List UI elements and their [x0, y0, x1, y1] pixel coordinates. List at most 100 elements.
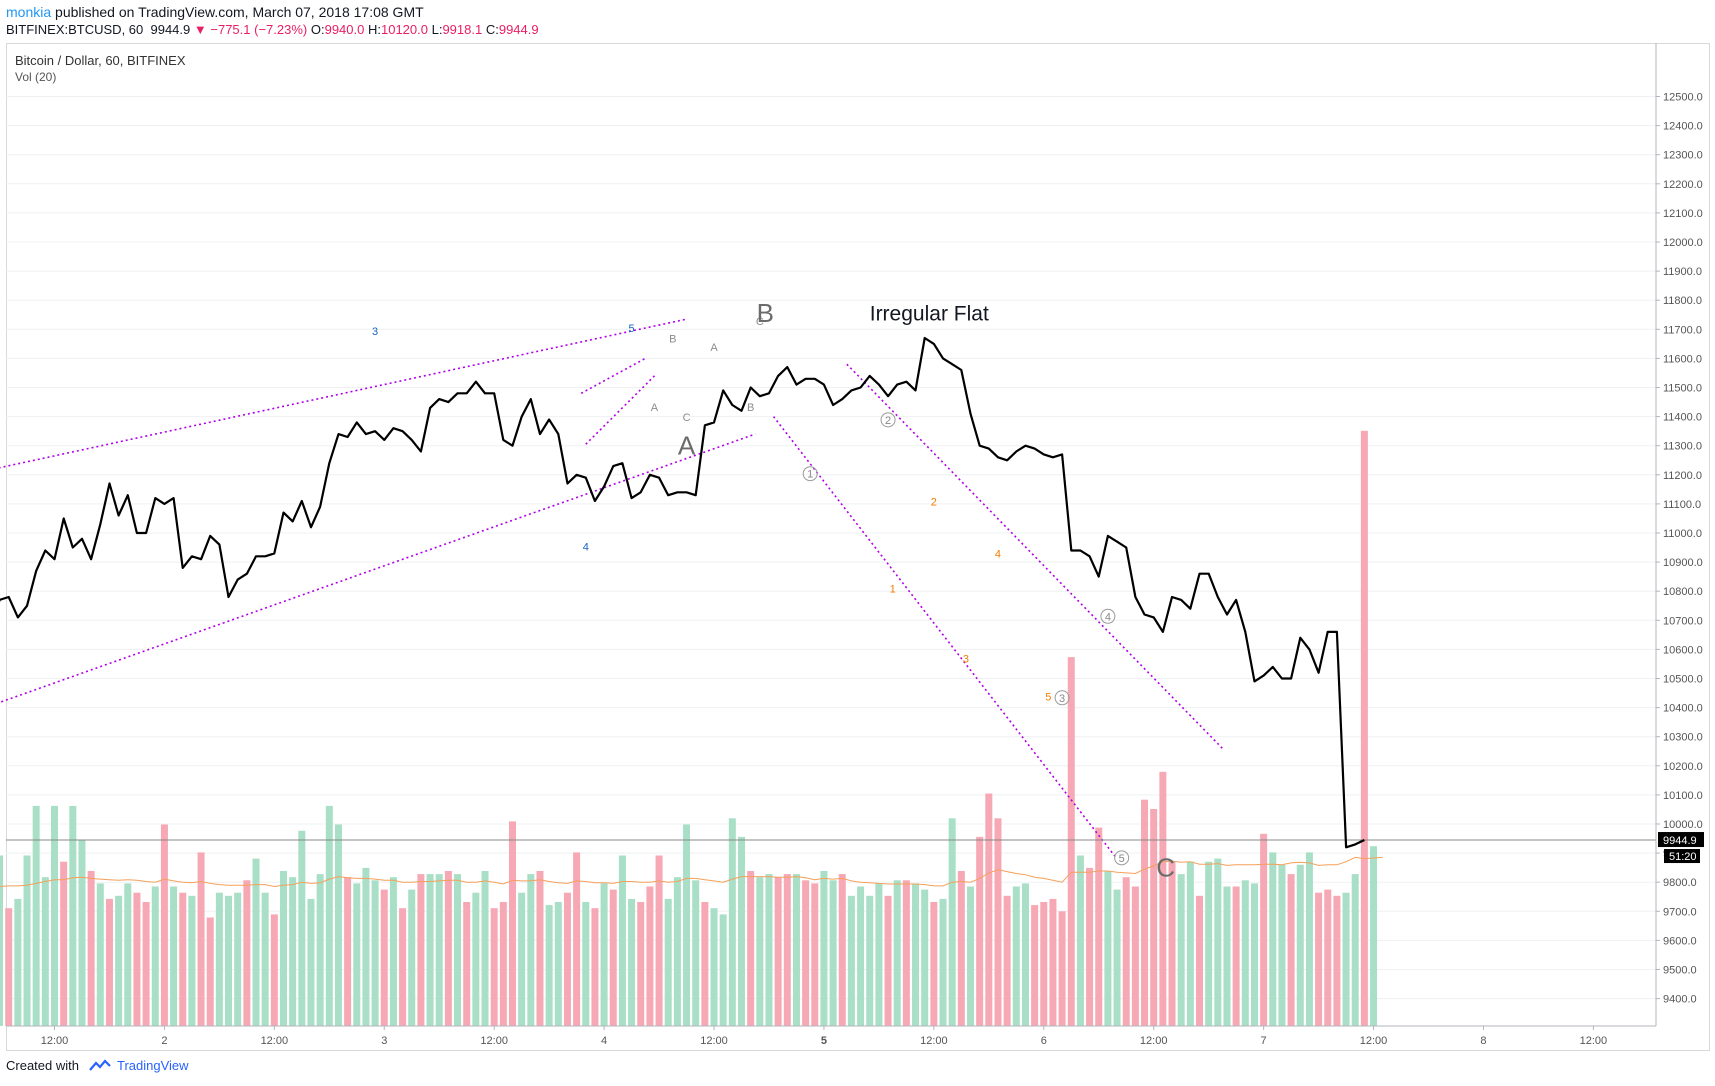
volume-bar [261, 892, 269, 1026]
y-tick-label: 10900.0 [1663, 557, 1703, 569]
volume-bar [444, 871, 452, 1026]
low-label: L: [431, 22, 443, 37]
wave-label: A [651, 402, 659, 414]
volume-bar [454, 874, 462, 1026]
volume-bar [875, 883, 883, 1026]
close-label: C: [485, 22, 499, 37]
volume-bar [655, 855, 663, 1026]
volume-bar [1095, 827, 1103, 1026]
wave-label: 5 [1119, 853, 1125, 865]
wave-label: 4 [583, 541, 589, 553]
volume-bar [820, 871, 828, 1026]
volume-bar [692, 880, 700, 1026]
volume-bar [976, 836, 984, 1026]
volume-bar [719, 914, 727, 1026]
volume-bar [1031, 905, 1039, 1026]
x-tick-label: 12:00 [41, 1035, 69, 1047]
created-with-label: Created with [6, 1058, 79, 1073]
x-tick-label: 12:00 [920, 1035, 948, 1047]
grid [6, 96, 1656, 1000]
volume-bar [41, 877, 49, 1026]
volume-bar [912, 883, 920, 1026]
volume-bar [316, 874, 324, 1026]
volume-bar [637, 902, 645, 1026]
volume-bar [582, 902, 590, 1026]
volume-bar [307, 898, 315, 1026]
y-tick-label: 10000.0 [1663, 819, 1703, 831]
wave-label: 1 [807, 469, 813, 481]
open-value: 9940.0 [324, 22, 365, 37]
wave-label: A [678, 430, 696, 460]
wave-label: 1 [890, 584, 896, 596]
wave-circle [802, 466, 818, 482]
volume-bar [1113, 889, 1121, 1026]
volume-bar [939, 898, 947, 1026]
volume-bar [389, 877, 397, 1026]
volume-bar [151, 886, 159, 1026]
x-tick-label: 2 [161, 1035, 167, 1047]
volume-bar [188, 895, 196, 1026]
volume-bar [792, 874, 800, 1026]
volume-bar [1196, 895, 1203, 1026]
wave-label: C [756, 316, 764, 328]
volume-bar [472, 892, 480, 1026]
y-tick-label: 10500.0 [1663, 674, 1703, 686]
volume-bar [1177, 874, 1185, 1026]
volume-bar [1232, 886, 1240, 1026]
volume-bar [133, 892, 141, 1026]
y-tick-label: 11900.0 [1663, 266, 1702, 278]
author-link[interactable]: monkia [6, 4, 52, 20]
volume-legend: Vol (20) [15, 70, 57, 84]
y-tick-label: 9400.0 [1663, 994, 1697, 1006]
y-tick-label: 10800.0 [1663, 586, 1703, 598]
volume-bar [1333, 895, 1341, 1026]
volume-bar [646, 886, 654, 1026]
volume-bar [1012, 886, 1020, 1026]
wave-label: B [747, 402, 754, 414]
volume-bar [1287, 874, 1295, 1026]
volume-bar [866, 895, 874, 1026]
volume-bar [554, 902, 562, 1026]
trendline [846, 363, 1223, 749]
y-tick-label: 11000.0 [1663, 528, 1702, 540]
volume-bar [142, 902, 150, 1026]
volume-bar [426, 874, 434, 1026]
volume-bar [1186, 861, 1194, 1026]
tradingview-logo-icon [89, 1059, 111, 1071]
y-tick-label: 12000.0 [1663, 237, 1703, 249]
volume-bar [536, 871, 544, 1026]
volume-bar [280, 871, 287, 1026]
volume-bar [435, 874, 443, 1026]
volume-bar [334, 824, 342, 1026]
volume-bar [609, 889, 617, 1026]
price-axis[interactable]: 12500.0 12400.0 12300.0 12200.0 12100.0 12000… [1656, 92, 1703, 1006]
volume-bar [371, 880, 379, 1026]
y-tick-label: 10100.0 [1663, 790, 1703, 802]
volume-bar [1324, 889, 1332, 1026]
wave-label: Irregular Flat [870, 303, 989, 326]
y-tick-label: 12300.0 [1663, 150, 1703, 162]
volume-bar [1104, 871, 1112, 1026]
tradingview-link[interactable]: TradingView [116, 1058, 189, 1073]
y-tick-label: 12500.0 [1663, 92, 1703, 104]
volume-bar [673, 877, 681, 1026]
volume-bar [1241, 880, 1249, 1026]
x-tick-label: 3 [381, 1035, 387, 1047]
volume-bar [893, 880, 901, 1026]
volume-bar [69, 805, 77, 1026]
symbol-label: BITFINEX:BTCUSD, 60 [6, 22, 144, 37]
volume-bar [1342, 892, 1350, 1026]
volume-bar [362, 867, 370, 1026]
volume-bar [838, 874, 846, 1026]
volume-bar [399, 908, 407, 1026]
volume-bar [1122, 877, 1130, 1026]
y-tick-label: 12100.0 [1663, 208, 1703, 220]
time-axis[interactable]: 12:00 2 12:00 3 12:00 4 12:00 5 12:00 6 12:00 7 12:0… [41, 1026, 1607, 1047]
volume-bar [701, 902, 709, 1026]
y-tick-label: 11700.0 [1663, 324, 1702, 336]
y-tick-label: 10700.0 [1663, 615, 1703, 627]
volume-bar [783, 874, 791, 1026]
y-tick-label: 10300.0 [1663, 732, 1703, 744]
volume-ma-line [0, 856, 1383, 888]
